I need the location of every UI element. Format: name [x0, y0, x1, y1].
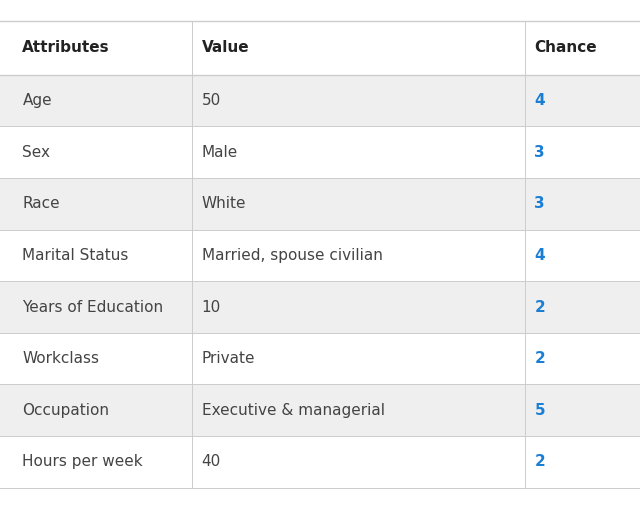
Text: Hours per week: Hours per week	[22, 454, 143, 470]
Text: 40: 40	[202, 454, 221, 470]
Text: Value: Value	[202, 40, 249, 55]
FancyBboxPatch shape	[0, 436, 640, 488]
FancyBboxPatch shape	[0, 230, 640, 281]
FancyBboxPatch shape	[0, 178, 640, 230]
FancyBboxPatch shape	[0, 126, 640, 178]
Text: 4: 4	[534, 248, 545, 263]
Text: 4: 4	[534, 93, 545, 108]
Text: Marital Status: Marital Status	[22, 248, 129, 263]
FancyBboxPatch shape	[0, 384, 640, 436]
FancyBboxPatch shape	[0, 75, 640, 126]
Text: 50: 50	[202, 93, 221, 108]
Text: White: White	[202, 196, 246, 212]
Text: Attributes: Attributes	[22, 40, 110, 55]
Text: Executive & managerial: Executive & managerial	[202, 402, 385, 418]
Text: 5: 5	[534, 402, 545, 418]
Text: Married, spouse civilian: Married, spouse civilian	[202, 248, 383, 263]
Text: Chance: Chance	[534, 40, 597, 55]
Text: Occupation: Occupation	[22, 402, 109, 418]
FancyBboxPatch shape	[0, 21, 640, 75]
Text: 2: 2	[534, 299, 545, 315]
Text: 10: 10	[202, 299, 221, 315]
Text: 2: 2	[534, 351, 545, 366]
FancyBboxPatch shape	[0, 333, 640, 384]
Text: Private: Private	[202, 351, 255, 366]
Text: Age: Age	[22, 93, 52, 108]
Text: Workclass: Workclass	[22, 351, 99, 366]
Text: Years of Education: Years of Education	[22, 299, 164, 315]
Text: 3: 3	[534, 196, 545, 212]
Text: Male: Male	[202, 144, 238, 160]
Text: 3: 3	[534, 144, 545, 160]
Text: Sex: Sex	[22, 144, 51, 160]
Text: Race: Race	[22, 196, 60, 212]
FancyBboxPatch shape	[0, 281, 640, 333]
Text: 2: 2	[534, 454, 545, 470]
